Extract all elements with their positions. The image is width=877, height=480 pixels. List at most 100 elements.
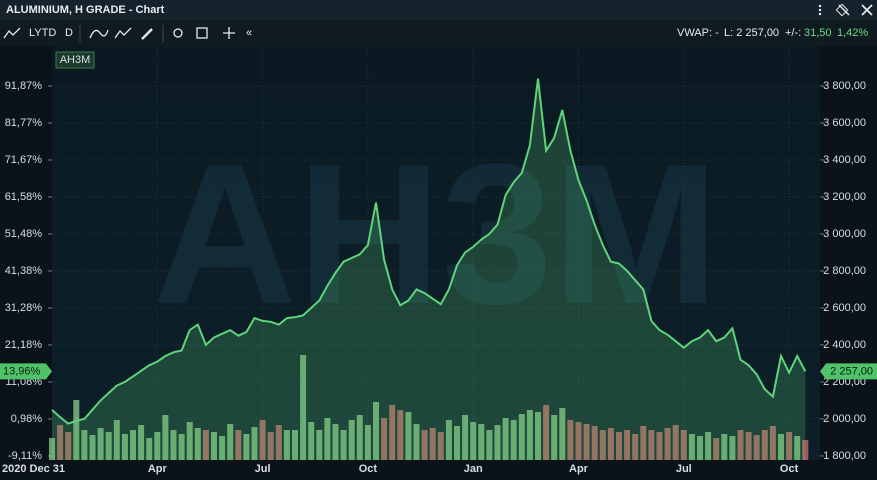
volume-bar xyxy=(769,426,776,460)
volume-bar xyxy=(656,432,663,460)
volume-bar xyxy=(486,430,493,460)
window-buttons[interactable] xyxy=(818,3,873,17)
volume-bar xyxy=(616,432,622,460)
volume-bar xyxy=(259,420,266,460)
y-tick-label: 3 600,00 xyxy=(823,117,866,129)
volume-bar xyxy=(632,434,639,460)
y-tick-label: 2 800,00 xyxy=(823,265,866,277)
volume-bar xyxy=(316,430,323,460)
x-tick-label: Oct xyxy=(359,463,378,475)
volume-bar xyxy=(745,432,752,460)
volume-bar xyxy=(599,430,606,460)
title-bar xyxy=(0,0,877,20)
volume-bar xyxy=(543,405,550,460)
volume-bar xyxy=(211,432,217,460)
toolbar-icons[interactable] xyxy=(3,27,235,40)
volume-bar xyxy=(705,432,712,460)
area-fill xyxy=(52,78,806,460)
volume-bar xyxy=(105,432,112,460)
last-price: L: 2 257,00 xyxy=(724,27,779,39)
volume-bar xyxy=(648,430,655,460)
y-tick-label: 3 800,00 xyxy=(823,80,866,92)
volume-bar xyxy=(607,428,614,460)
y2-tick-label: -9,11% xyxy=(8,450,42,462)
window-title: ALUMINIUM, H GRADE - Chart xyxy=(6,4,165,16)
volume-bar xyxy=(97,428,104,460)
volume-bar xyxy=(729,436,736,460)
y2-tick-label: 71,67% xyxy=(5,154,43,166)
volume-bar xyxy=(518,414,525,460)
x-tick-label: 2020 Dec 31 xyxy=(2,463,65,475)
volume-bar xyxy=(154,432,161,460)
volume-bar xyxy=(130,430,136,460)
volume-bar xyxy=(470,422,477,460)
volume-bar xyxy=(502,418,509,460)
last-price-label: 2 257,00 xyxy=(830,365,873,377)
toolbar xyxy=(0,20,877,46)
volume-bar xyxy=(73,400,80,460)
volume-bar xyxy=(81,430,88,460)
volume-bar xyxy=(219,436,226,460)
y2-tick-label: 0,98% xyxy=(11,413,42,425)
volume-bar xyxy=(121,434,128,460)
interval-button[interactable]: D xyxy=(65,27,73,39)
volume-bar xyxy=(640,426,647,460)
volume-bar xyxy=(356,415,363,460)
volume-bar xyxy=(510,420,517,460)
volume-bar xyxy=(138,425,145,460)
volume-bar xyxy=(786,432,793,460)
volume-bar xyxy=(583,424,590,460)
volume-bar xyxy=(753,435,760,460)
volume-bar xyxy=(664,428,671,460)
volume-bar xyxy=(243,434,250,460)
y2-tick-label: 81,77% xyxy=(5,117,43,129)
y-tick-label: 3 400,00 xyxy=(823,154,866,166)
volume-bar xyxy=(89,435,96,460)
volume-bar xyxy=(551,415,558,460)
volume-bar xyxy=(721,434,728,460)
volume-bar xyxy=(688,434,695,460)
x-tick-label: Jan xyxy=(464,463,483,475)
volume-bar xyxy=(178,434,185,460)
volume-bar xyxy=(405,412,412,460)
x-tick-label: Oct xyxy=(780,463,799,475)
volume-bar xyxy=(575,422,582,460)
volume-bar xyxy=(445,420,452,460)
volume-bar xyxy=(462,415,469,460)
volume-bar xyxy=(535,412,541,460)
volume-bar xyxy=(202,430,209,460)
y-tick-label: 2 400,00 xyxy=(823,339,866,351)
volume-bar xyxy=(275,425,282,460)
volume-bar xyxy=(437,432,444,460)
change-label: +/-: xyxy=(785,27,801,39)
volume-bar xyxy=(672,425,679,460)
y2-tick-label: 51,48% xyxy=(5,228,43,240)
volume-bar xyxy=(348,420,355,460)
volume-bar xyxy=(146,438,153,460)
y2-tick-label: 41,38% xyxy=(5,265,43,277)
volume-bar xyxy=(389,405,396,460)
volume-bar xyxy=(340,430,347,460)
y-tick-label: 1 800,00 xyxy=(823,450,866,462)
volume-bar xyxy=(186,422,193,460)
last-pct-label: 13,96% xyxy=(3,365,41,377)
volume-bar xyxy=(235,430,242,460)
volume-bar xyxy=(421,430,428,460)
change: 31,50 xyxy=(804,27,832,39)
period-button[interactable]: LYTD xyxy=(29,27,56,39)
volume-bar xyxy=(494,425,501,460)
volume-bar xyxy=(697,436,703,460)
x-tick-label: Apr xyxy=(148,463,168,475)
volume-bar xyxy=(283,430,290,460)
volume-bar xyxy=(413,424,420,460)
volume-bar xyxy=(761,430,768,460)
volume-bar xyxy=(429,428,436,460)
volume-bar xyxy=(778,434,784,460)
y-tick-label: 2 600,00 xyxy=(823,302,866,314)
collapse-button[interactable]: « xyxy=(246,27,252,39)
volume-bar xyxy=(65,432,72,460)
y-tick-label: 3 000,00 xyxy=(823,228,866,240)
volume-bar xyxy=(526,410,533,460)
